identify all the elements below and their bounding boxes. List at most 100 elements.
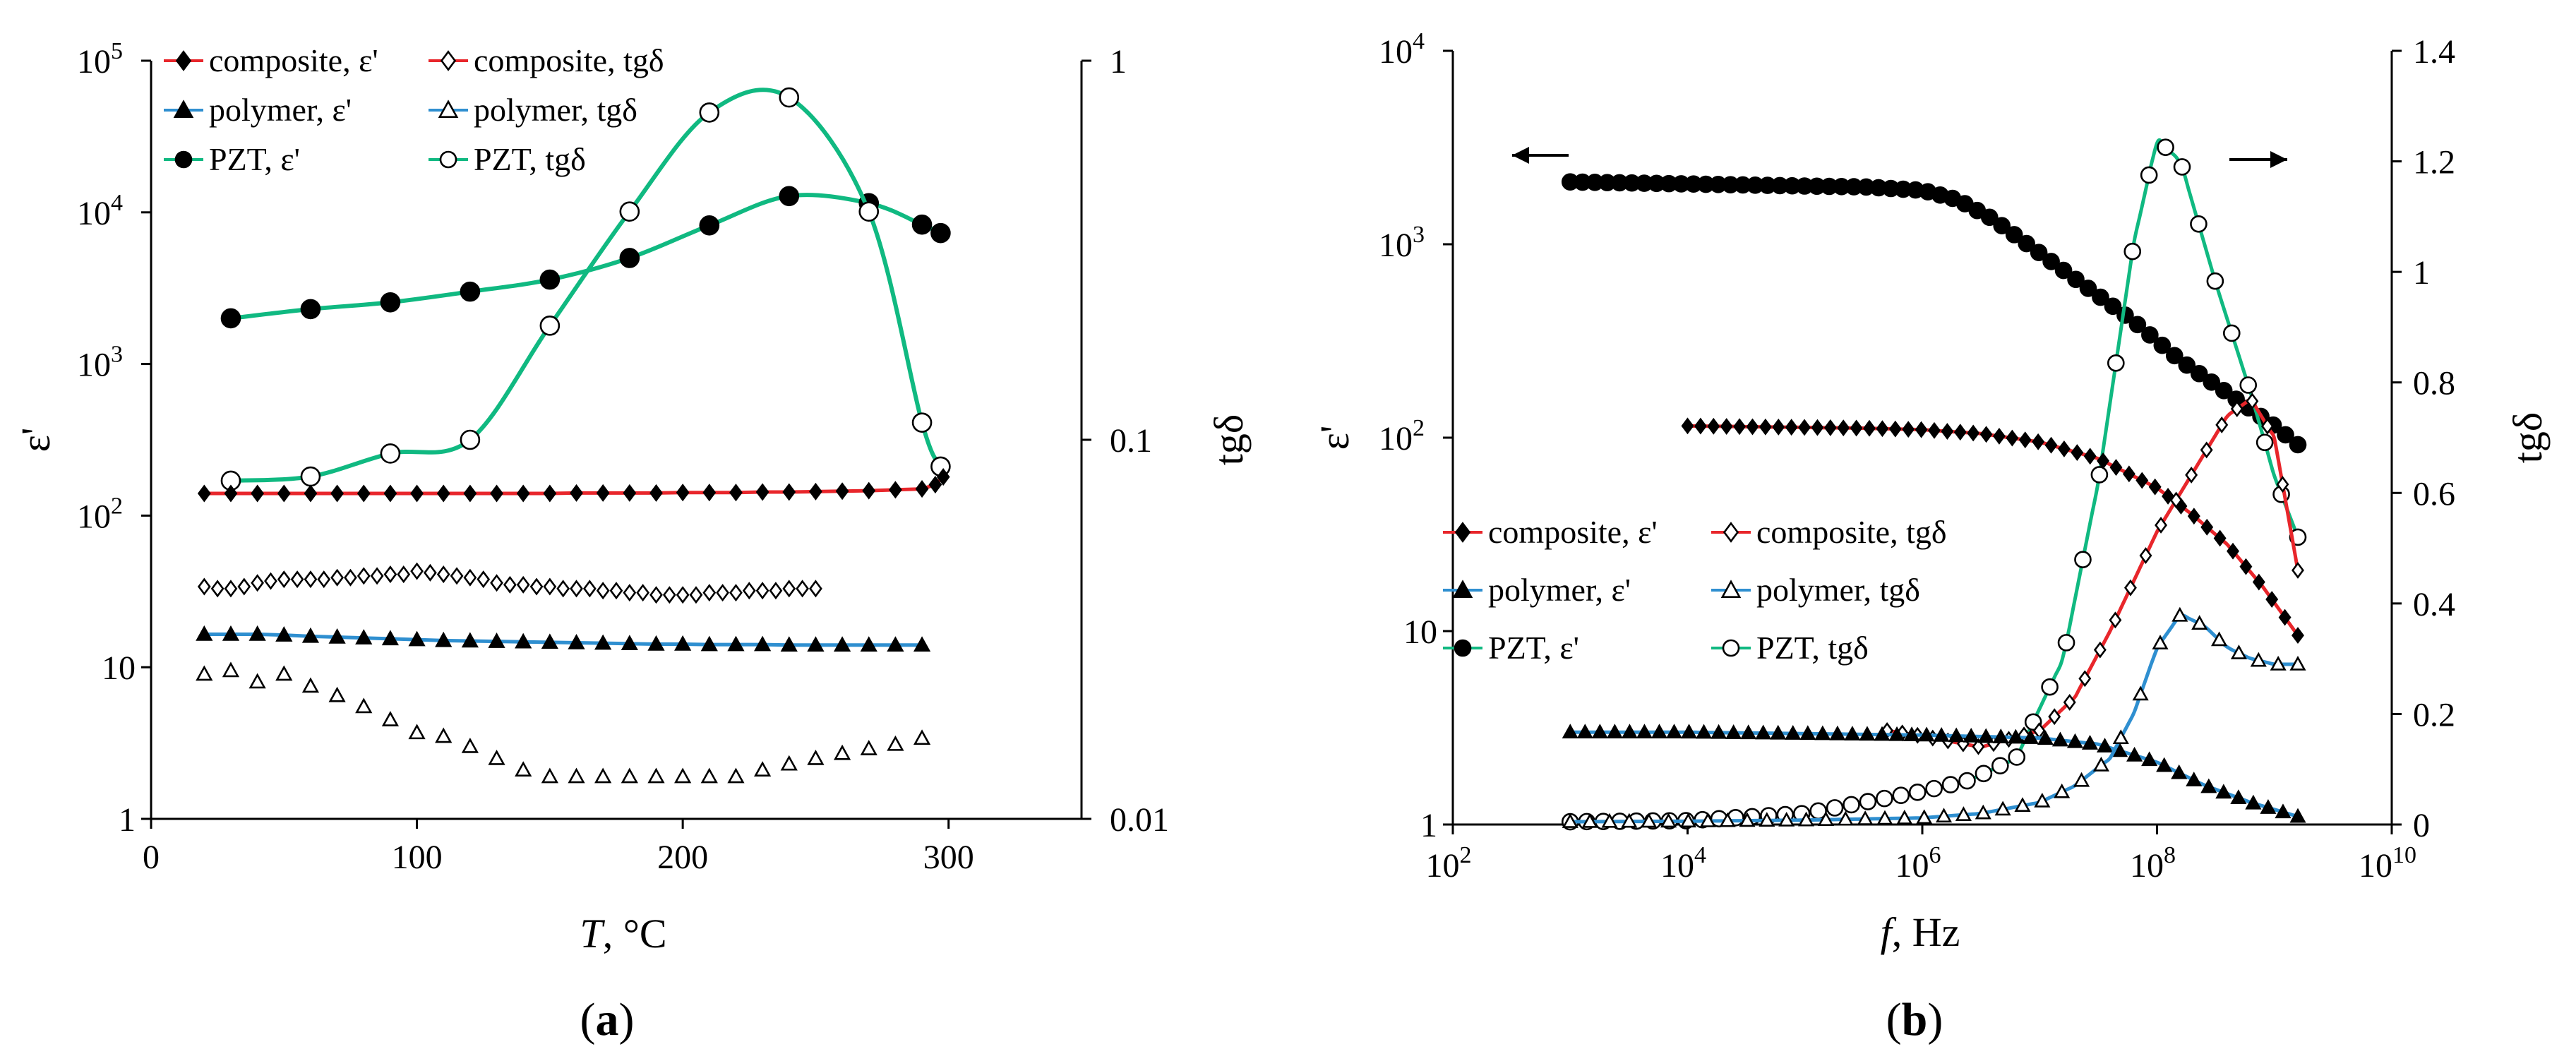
data-point [2265, 591, 2279, 608]
data-point [450, 567, 464, 585]
data-point [300, 299, 321, 320]
data-point [911, 412, 933, 433]
legend-marker [173, 100, 194, 118]
data-point [330, 568, 344, 587]
data-point [2245, 794, 2262, 810]
data-point [570, 484, 583, 502]
series-line [1570, 730, 2299, 819]
data-point [2200, 518, 2214, 536]
data-point [779, 87, 800, 108]
data-point [2171, 764, 2188, 779]
data-point [1680, 724, 1698, 739]
legend-marker [1720, 580, 1742, 598]
y2-tick-label: 1.2 [2413, 144, 2455, 181]
data-point [1811, 419, 1824, 436]
legend-label: composite, ε' [209, 42, 378, 78]
legend-item: PZT, ε' [164, 141, 300, 177]
legend-marker [1723, 522, 1739, 543]
data-point [1863, 419, 1876, 437]
legend-item: PZT, tgδ [429, 141, 586, 177]
data-point [2162, 488, 2175, 505]
legend-label: polymer, tgδ [1756, 572, 1920, 608]
data-point [1933, 726, 1950, 742]
data-point [463, 484, 477, 503]
data-point [2107, 354, 2125, 372]
data-point [1770, 724, 1787, 740]
data-point [2215, 382, 2233, 400]
data-point [619, 248, 640, 268]
data-point [782, 483, 796, 501]
data-point [742, 582, 756, 600]
series [1681, 417, 2304, 645]
x-tick-label: 0 [143, 839, 160, 876]
legend-marker [175, 50, 192, 71]
data-point [2230, 400, 2243, 418]
data-point [1707, 417, 1720, 435]
data-point [1874, 726, 1891, 741]
data-point [769, 582, 783, 600]
data-point [196, 665, 213, 681]
data-point [344, 568, 357, 587]
data-point [197, 484, 211, 503]
data-point [488, 749, 505, 765]
data-point [2067, 270, 2085, 289]
legend-item: composite, ε' [1443, 514, 1658, 550]
legend: composite, ε' composite, tgδ polymer, ε' po… [164, 42, 664, 177]
data-point [1772, 419, 1785, 436]
data-point [2079, 280, 2097, 297]
series [1562, 606, 2306, 828]
data-point [1665, 724, 1683, 739]
data-point [809, 580, 822, 598]
data-point [2122, 465, 2135, 483]
data-point [381, 630, 400, 646]
data-point [623, 484, 637, 502]
data-point [2289, 655, 2306, 671]
data-point [1719, 812, 1736, 827]
data-point [383, 484, 397, 503]
data-point [2252, 573, 2265, 591]
data-point [1755, 724, 1772, 740]
data-point [887, 735, 904, 751]
data-point [716, 584, 730, 602]
y-tick-label: 104 [1379, 28, 1425, 71]
data-point [2083, 448, 2097, 465]
data-point [2051, 731, 2068, 747]
data-point [1908, 784, 1927, 801]
chart-panel-a: 0 100 200 300 1 10 102 103 104 105 0.01 0.1 1 ε' tgδ T,… [13, 38, 1252, 1045]
data-point [436, 484, 450, 503]
data-point [197, 577, 211, 596]
data-point [516, 575, 530, 594]
data-point [702, 484, 717, 502]
data-point [858, 201, 880, 222]
data-point [2157, 138, 2174, 156]
data-point [1916, 809, 1933, 825]
legend-marker [440, 50, 457, 71]
data-point [2057, 634, 2075, 652]
data-point [780, 636, 798, 652]
data-point [807, 636, 825, 652]
data-point [2141, 326, 2159, 344]
data-point [529, 577, 544, 596]
data-point [647, 767, 665, 784]
data-point [796, 580, 809, 598]
series-line [1570, 180, 2299, 446]
data-point [1641, 813, 1658, 828]
data-point [2018, 234, 2035, 253]
data-point [1915, 421, 1928, 438]
x-tick-label: 100 [392, 839, 443, 876]
data-point [408, 630, 426, 647]
data-point [488, 633, 505, 648]
data-point [689, 586, 703, 604]
data-point [1591, 724, 1608, 739]
data-point [1991, 757, 2009, 775]
data-point [2092, 756, 2109, 772]
legend-marker [1454, 522, 1471, 543]
legend-item: PZT, ε' [1443, 630, 1579, 666]
data-point [1902, 421, 1915, 438]
data-point [436, 565, 450, 584]
y-tick-label: 102 [77, 493, 123, 535]
x-tick-label: 200 [657, 839, 708, 876]
data-point [2200, 778, 2217, 793]
data-point [2109, 611, 2122, 629]
series [1562, 724, 2306, 823]
